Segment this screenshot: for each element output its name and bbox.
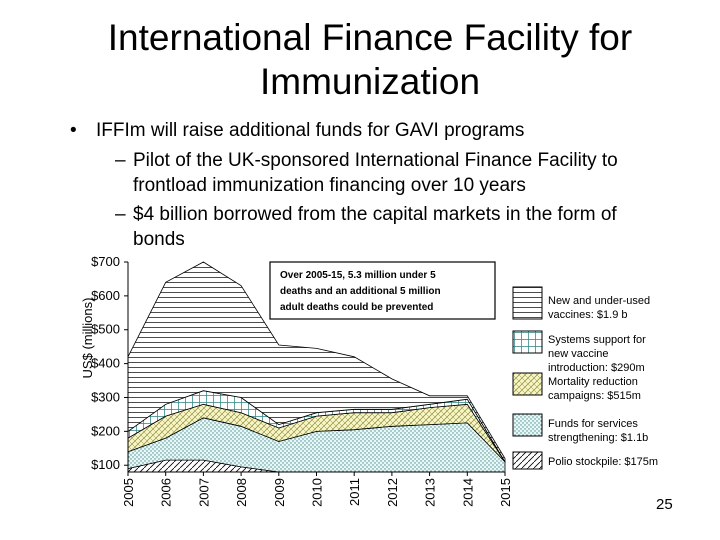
legend-swatch-systems-support xyxy=(512,330,543,354)
y-tick-label: $400 xyxy=(91,356,120,371)
x-tick-label: 2009 xyxy=(272,478,287,507)
x-tick-label: 2008 xyxy=(234,478,249,507)
sub-bullet-dash-2: – xyxy=(115,204,126,225)
sub-bullet-1-line-2: frontload immunization financing over 10… xyxy=(133,175,526,196)
bullet-marker: • xyxy=(70,120,77,141)
x-tick-label: 2005 xyxy=(121,478,136,507)
legend-swatch-services-strengthening xyxy=(512,413,543,437)
bullet-main: IFFIm will raise additional funds for GA… xyxy=(96,120,525,141)
title-line-1: International Finance Facility for xyxy=(107,17,633,58)
y-tick-label: $500 xyxy=(91,322,120,337)
area-series-5 xyxy=(127,261,506,464)
title-line-2: Immunization xyxy=(259,61,481,102)
sub-bullet-1-line-1: Pilot of the UK-sponsored International … xyxy=(133,150,618,171)
slide-title: International Finance Facility for Immun… xyxy=(40,16,700,104)
legend-label-systems-support-1: Systems support for xyxy=(548,334,646,346)
sub-bullet-dash-1: – xyxy=(115,150,126,171)
legend-label-systems-support-2: new vaccine xyxy=(548,348,609,360)
x-tick-label: 2014 xyxy=(460,478,475,507)
y-tick-label: $200 xyxy=(91,423,120,438)
legend-label-polio: Polio stockpile: $175m xyxy=(548,456,658,468)
x-tick-label: 2013 xyxy=(423,478,438,507)
page-number: 25 xyxy=(656,496,673,513)
y-tick-label: $100 xyxy=(91,457,120,472)
sub-bullet-2-line-1: $4 billion borrowed from the capital mar… xyxy=(133,204,617,225)
legend-label-services-2: strengthening: $1.1b xyxy=(548,432,648,444)
sub-bullet-2-line-2: bonds xyxy=(133,229,185,250)
y-tick-label: $700 xyxy=(91,254,120,269)
y-axis-label: US$ (millions) xyxy=(80,298,95,379)
annotation-box: Over 2005-15, 5.3 million under 5 deaths… xyxy=(269,261,496,320)
annotation-line-1: Over 2005-15, 5.3 million under 5 xyxy=(280,270,436,281)
legend-label-mortality-2: campaigns: $515m xyxy=(548,390,641,402)
x-tick-label: 2011 xyxy=(347,478,362,506)
x-tick-label: 2007 xyxy=(196,478,211,507)
y-tick-label: $300 xyxy=(91,389,120,404)
x-tick-label: 2012 xyxy=(385,478,400,507)
legend-label-new-vaccines-2: vaccines: $1.9 b xyxy=(548,309,628,321)
legend-swatch-mortality-campaigns xyxy=(512,372,543,396)
annotation-line-2: deaths and an additional 5 million xyxy=(280,286,441,297)
legend-swatch-new-vaccines xyxy=(512,286,543,320)
y-tick-label: $600 xyxy=(91,288,120,303)
legend-swatch-polio-stockpile xyxy=(512,451,543,470)
x-tick-label: 2015 xyxy=(498,478,513,507)
legend-label-mortality-1: Mortality reduction xyxy=(548,376,638,388)
bullet-list: • IFFIm will raise additional funds for … xyxy=(0,0,720,260)
x-tick-label: 2010 xyxy=(310,478,325,507)
x-tick-label: 2006 xyxy=(159,478,174,507)
legend-label-new-vaccines-1: New and under-used xyxy=(548,295,650,307)
legend: New and under-used vaccines: $1.9 b Syst… xyxy=(512,286,658,470)
legend-label-services-1: Funds for services xyxy=(548,418,638,430)
legend-label-systems-support-3: introduction: $290m xyxy=(548,362,645,374)
annotation-line-3: adult deaths could be prevented xyxy=(280,302,433,313)
